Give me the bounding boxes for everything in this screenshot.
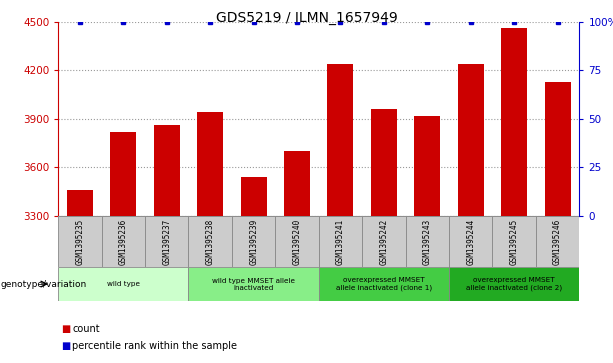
Bar <box>67 190 93 216</box>
Text: ■: ■ <box>61 340 70 351</box>
Text: GSM1395235: GSM1395235 <box>75 218 85 265</box>
Text: GSM1395237: GSM1395237 <box>162 218 171 265</box>
Bar <box>58 267 189 301</box>
Bar <box>284 151 310 216</box>
Bar <box>414 116 440 216</box>
Text: GSM1395238: GSM1395238 <box>206 218 215 265</box>
Text: GSM1395240: GSM1395240 <box>292 218 302 265</box>
Bar <box>492 216 536 267</box>
Bar <box>449 267 579 301</box>
Bar <box>544 82 571 216</box>
Bar <box>319 216 362 267</box>
Text: wild type MMSET allele
inactivated: wild type MMSET allele inactivated <box>212 278 295 290</box>
Bar <box>371 109 397 216</box>
Text: GSM1395246: GSM1395246 <box>553 218 562 265</box>
Bar <box>275 216 319 267</box>
Bar <box>145 216 189 267</box>
Bar <box>58 216 102 267</box>
Bar <box>327 64 354 216</box>
Bar <box>362 216 406 267</box>
Bar <box>110 132 136 216</box>
Bar <box>501 28 527 216</box>
Text: GDS5219 / ILMN_1657949: GDS5219 / ILMN_1657949 <box>216 11 397 25</box>
Text: overexpressed MMSET
allele inactivated (clone 2): overexpressed MMSET allele inactivated (… <box>466 277 562 291</box>
Text: GSM1395236: GSM1395236 <box>119 218 128 265</box>
Text: overexpressed MMSET
allele inactivated (clone 1): overexpressed MMSET allele inactivated (… <box>336 277 432 291</box>
Bar <box>189 267 319 301</box>
Text: wild type: wild type <box>107 281 140 287</box>
Bar <box>458 64 484 216</box>
Text: ■: ■ <box>61 323 70 334</box>
Bar <box>319 267 449 301</box>
Text: GSM1395242: GSM1395242 <box>379 218 389 265</box>
Text: GSM1395243: GSM1395243 <box>423 218 432 265</box>
Text: GSM1395239: GSM1395239 <box>249 218 258 265</box>
Text: percentile rank within the sample: percentile rank within the sample <box>72 340 237 351</box>
Bar <box>189 216 232 267</box>
Bar <box>102 216 145 267</box>
Text: count: count <box>72 323 100 334</box>
Bar <box>449 216 492 267</box>
Bar <box>406 216 449 267</box>
Bar <box>154 125 180 216</box>
Text: GSM1395245: GSM1395245 <box>509 218 519 265</box>
Text: GSM1395244: GSM1395244 <box>466 218 475 265</box>
Bar <box>240 177 267 216</box>
Text: genotype/variation: genotype/variation <box>1 280 87 289</box>
Bar <box>536 216 579 267</box>
Text: GSM1395241: GSM1395241 <box>336 218 345 265</box>
Bar <box>197 113 223 216</box>
Bar <box>232 216 275 267</box>
